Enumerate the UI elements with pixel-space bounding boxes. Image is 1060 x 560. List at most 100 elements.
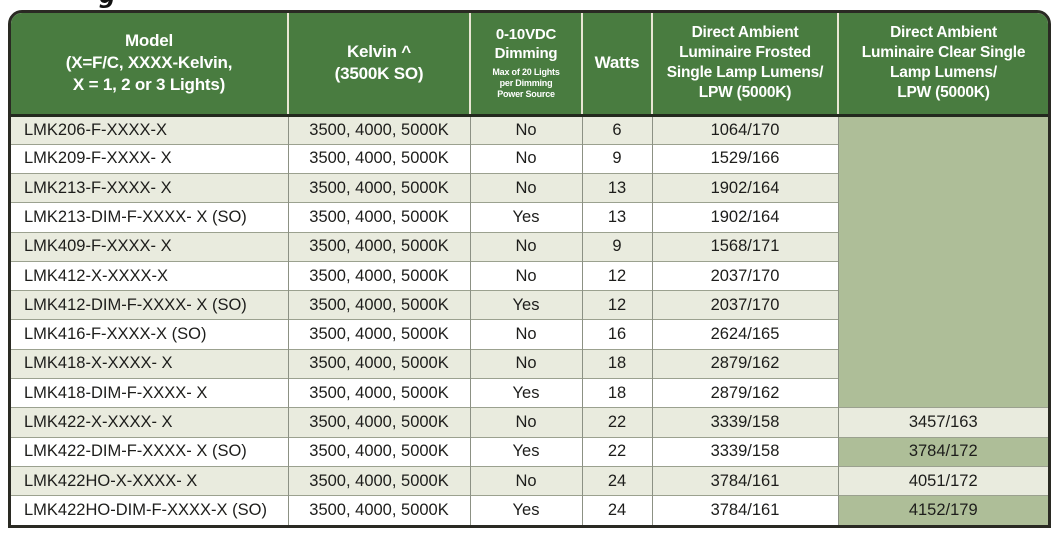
watts-cell: 24 — [581, 495, 652, 525]
watts-cell: 13 — [581, 202, 652, 233]
dimming-cell: Yes — [469, 436, 582, 467]
watts-cell: 12 — [581, 290, 652, 320]
model-cell: LMK213-DIM-F-XXXX- X (SO) — [11, 202, 288, 233]
column-header-clear-lumens: Direct Ambient Luminaire Clear Single La… — [837, 13, 1048, 117]
frosted-lumens-cell: 2879/162 — [651, 378, 838, 408]
watts-cell: 22 — [581, 407, 652, 438]
frosted-lumens-cell: 3339/158 — [651, 407, 838, 438]
column-header-watts: Watts — [581, 13, 652, 117]
table-row: LMK418-DIM-F-XXXX- X 3500, 4000, 5000K Y… — [11, 378, 1048, 408]
frosted-lumens-cell: 3784/161 — [651, 465, 838, 496]
model-cell: LMK412-X-XXXX-X — [11, 260, 288, 291]
dimming-cell: No — [469, 231, 582, 262]
cropped-text-fragment: g — [99, 0, 121, 9]
model-cell: LMK418-X-XXXX- X — [11, 348, 288, 379]
frosted-lumens-cell: 2879/162 — [651, 348, 838, 379]
kelvin-cell: 3500, 4000, 5000K — [287, 436, 470, 467]
kelvin-cell: 3500, 4000, 5000K — [287, 348, 470, 379]
watts-cell: 24 — [581, 465, 652, 496]
dimming-cell: Yes — [469, 202, 582, 233]
model-cell: LMK213-F-XXXX- X — [11, 173, 288, 203]
dimming-cell: No — [469, 465, 582, 496]
frosted-lumens-cell: 2037/170 — [651, 260, 838, 291]
clear-lumens-empty-block — [837, 115, 1048, 408]
kelvin-cell: 3500, 4000, 5000K — [287, 378, 470, 408]
watts-cell: 22 — [581, 436, 652, 467]
kelvin-cell: 3500, 4000, 5000K — [287, 143, 470, 174]
table-header-row: Model (X=F/C, XXXX-Kelvin, X = 1, 2 or 3… — [11, 13, 1048, 117]
kelvin-cell: 3500, 4000, 5000K — [287, 495, 470, 525]
clear-lumens-cell: 4152/179 — [837, 495, 1048, 525]
luminaire-spec-table: Model (X=F/C, XXXX-Kelvin, X = 1, 2 or 3… — [11, 13, 1048, 525]
dimming-cell: No — [469, 260, 582, 291]
column-header-frosted-lumens: Direct Ambient Luminaire Frosted Single … — [651, 13, 838, 117]
table-row: LMK422-X-XXXX- X 3500, 4000, 5000K No 22… — [11, 407, 1048, 438]
model-cell: LMK422HO-X-XXXX- X — [11, 465, 288, 496]
dimming-header-subnote: Max of 20 Lights per Dimming Power Sourc… — [492, 66, 560, 100]
dimming-cell: Yes — [469, 495, 582, 525]
dimming-cell: No — [469, 143, 582, 174]
column-header-model: Model (X=F/C, XXXX-Kelvin, X = 1, 2 or 3… — [11, 13, 288, 117]
spec-table-container: Model (X=F/C, XXXX-Kelvin, X = 1, 2 or 3… — [8, 10, 1051, 528]
watts-cell: 6 — [581, 115, 652, 145]
table-row: LMK412-X-XXXX-X 3500, 4000, 5000K No 12 … — [11, 260, 1048, 291]
model-cell: LMK422-DIM-F-XXXX- X (SO) — [11, 436, 288, 467]
dimming-cell: Yes — [469, 378, 582, 408]
table-row: LMK422-DIM-F-XXXX- X (SO) 3500, 4000, 50… — [11, 436, 1048, 467]
kelvin-cell: 3500, 4000, 5000K — [287, 231, 470, 262]
frosted-lumens-cell: 1529/166 — [651, 143, 838, 174]
model-cell: LMK206-F-XXXX-X — [11, 115, 288, 145]
kelvin-cell: 3500, 4000, 5000K — [287, 202, 470, 233]
clear-lumens-cell: 3784/172 — [837, 436, 1048, 467]
frosted-lumens-cell: 2037/170 — [651, 290, 838, 320]
watts-cell: 18 — [581, 378, 652, 408]
dimming-cell: No — [469, 407, 582, 438]
watts-cell: 18 — [581, 348, 652, 379]
dimming-cell: No — [469, 319, 582, 350]
watts-cell: 9 — [581, 231, 652, 262]
model-cell: LMK422-X-XXXX- X — [11, 407, 288, 438]
table-row: LMK213-F-XXXX- X 3500, 4000, 5000K No 13… — [11, 173, 1048, 203]
model-cell: LMK412-DIM-F-XXXX- X (SO) — [11, 290, 288, 320]
watts-cell: 13 — [581, 173, 652, 203]
model-cell: LMK416-F-XXXX-X (SO) — [11, 319, 288, 350]
frosted-lumens-cell: 3339/158 — [651, 436, 838, 467]
watts-cell: 12 — [581, 260, 652, 291]
table-row: LMK409-F-XXXX- X 3500, 4000, 5000K No 9 … — [11, 231, 1048, 262]
frosted-lumens-cell: 2624/165 — [651, 319, 838, 350]
dimming-cell: No — [469, 173, 582, 203]
dimming-cell: Yes — [469, 290, 582, 320]
table-row: LMK206-F-XXXX-X 3500, 4000, 5000K No 6 1… — [11, 115, 1048, 408]
table-row: LMK418-X-XXXX- X 3500, 4000, 5000K No 18… — [11, 348, 1048, 379]
frosted-lumens-cell: 1902/164 — [651, 202, 838, 233]
kelvin-cell: 3500, 4000, 5000K — [287, 260, 470, 291]
dimming-cell: No — [469, 115, 582, 145]
model-cell: LMK422HO-DIM-F-XXXX-X (SO) — [11, 495, 288, 525]
model-cell: LMK209-F-XXXX- X — [11, 143, 288, 174]
column-header-dimming: 0-10VDC Dimming Max of 20 Lights per Dim… — [469, 13, 582, 117]
dimming-header-label: 0-10VDC Dimming — [494, 26, 558, 62]
frosted-lumens-cell: 1064/170 — [651, 115, 838, 145]
model-cell: LMK418-DIM-F-XXXX- X — [11, 378, 288, 408]
clear-lumens-cell: 3457/163 — [837, 407, 1048, 438]
model-cell: LMK409-F-XXXX- X — [11, 231, 288, 262]
table-row: LMK416-F-XXXX-X (SO) 3500, 4000, 5000K N… — [11, 319, 1048, 350]
kelvin-cell: 3500, 4000, 5000K — [287, 115, 470, 145]
table-row: LMK213-DIM-F-XXXX- X (SO) 3500, 4000, 50… — [11, 202, 1048, 233]
frosted-lumens-cell: 3784/161 — [651, 495, 838, 525]
clear-lumens-cell: 4051/172 — [837, 465, 1048, 496]
kelvin-cell: 3500, 4000, 5000K — [287, 407, 470, 438]
frosted-lumens-cell: 1902/164 — [651, 173, 838, 203]
watts-cell: 9 — [581, 143, 652, 174]
kelvin-cell: 3500, 4000, 5000K — [287, 173, 470, 203]
watts-cell: 16 — [581, 319, 652, 350]
column-header-kelvin: Kelvin ^ (3500K SO) — [287, 13, 470, 117]
table-row: LMK209-F-XXXX- X 3500, 4000, 5000K No 9 … — [11, 143, 1048, 174]
table-row: LMK412-DIM-F-XXXX- X (SO) 3500, 4000, 50… — [11, 290, 1048, 320]
table-row: LMK422HO-X-XXXX- X 3500, 4000, 5000K No … — [11, 465, 1048, 496]
table-row: LMK422HO-DIM-F-XXXX-X (SO) 3500, 4000, 5… — [11, 495, 1048, 525]
frosted-lumens-cell: 1568/171 — [651, 231, 838, 262]
dimming-cell: No — [469, 348, 582, 379]
kelvin-cell: 3500, 4000, 5000K — [287, 465, 470, 496]
kelvin-cell: 3500, 4000, 5000K — [287, 290, 470, 320]
